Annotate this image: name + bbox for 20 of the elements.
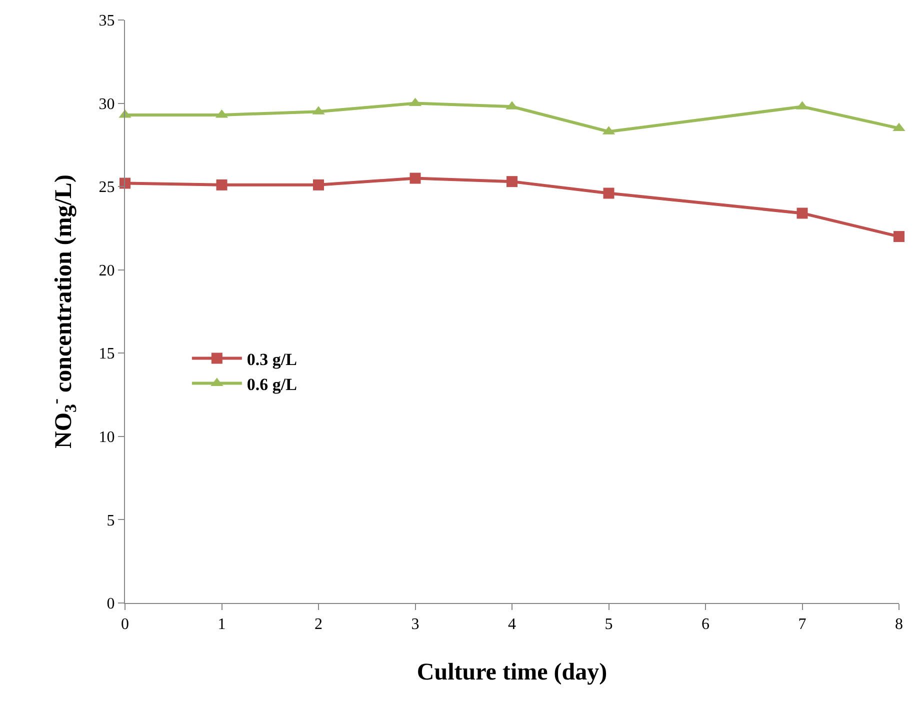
legend-label: 0.3 g/L [246, 350, 297, 369]
y-tick-label: 20 [98, 262, 115, 280]
x-tick-label: 6 [702, 616, 710, 634]
x-tick-label: 0 [121, 616, 129, 634]
y-tick-label: 5 [106, 512, 115, 530]
legend-label: 0.6 g/L [246, 374, 297, 394]
x-tick-label: 4 [508, 616, 516, 634]
x-tick-label: 7 [798, 616, 806, 634]
x-tick-label: 3 [411, 616, 420, 634]
x-tick-label: 2 [314, 616, 322, 634]
y-tick-label: 0 [106, 596, 115, 613]
y-tick-label: 35 [98, 12, 115, 30]
y-tick-label: 25 [98, 179, 115, 196]
y-tick-label: 15 [98, 346, 115, 363]
x-tick-label: 5 [604, 616, 613, 634]
x-axis-title: Culture time (day) [416, 660, 608, 686]
y-tick-label: 10 [98, 429, 115, 446]
y-tick-label: 30 [98, 96, 115, 113]
x-tick-label: 8 [895, 616, 903, 634]
x-tick-label: 1 [218, 616, 226, 634]
